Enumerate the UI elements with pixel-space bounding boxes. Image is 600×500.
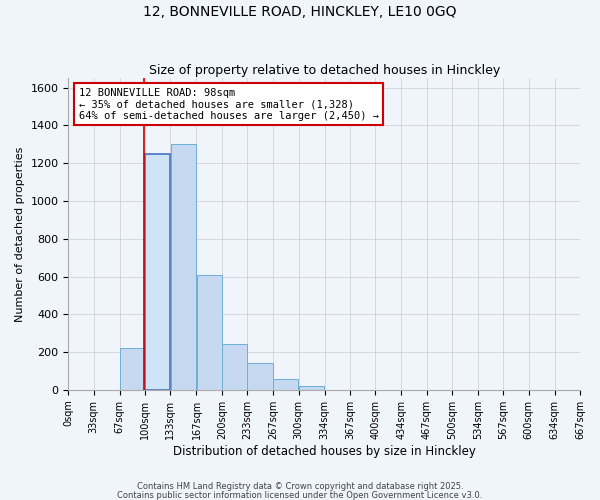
Text: 12 BONNEVILLE ROAD: 98sqm
← 35% of detached houses are smaller (1,328)
64% of se: 12 BONNEVILLE ROAD: 98sqm ← 35% of detac… [79,88,379,120]
Bar [299,386,325,390]
Bar [170,144,196,390]
Bar [274,380,298,390]
Y-axis label: Number of detached properties: Number of detached properties [15,146,25,322]
Bar [247,364,273,390]
Bar [145,154,170,390]
X-axis label: Distribution of detached houses by size in Hinckley: Distribution of detached houses by size … [173,444,476,458]
Bar [120,348,145,390]
Text: 12, BONNEVILLE ROAD, HINCKLEY, LE10 0GQ: 12, BONNEVILLE ROAD, HINCKLEY, LE10 0GQ [143,5,457,19]
Bar [222,344,247,390]
Title: Size of property relative to detached houses in Hinckley: Size of property relative to detached ho… [149,64,500,77]
Text: Contains HM Land Registry data © Crown copyright and database right 2025.: Contains HM Land Registry data © Crown c… [137,482,463,491]
Bar [197,274,221,390]
Text: Contains public sector information licensed under the Open Government Licence v3: Contains public sector information licen… [118,490,482,500]
